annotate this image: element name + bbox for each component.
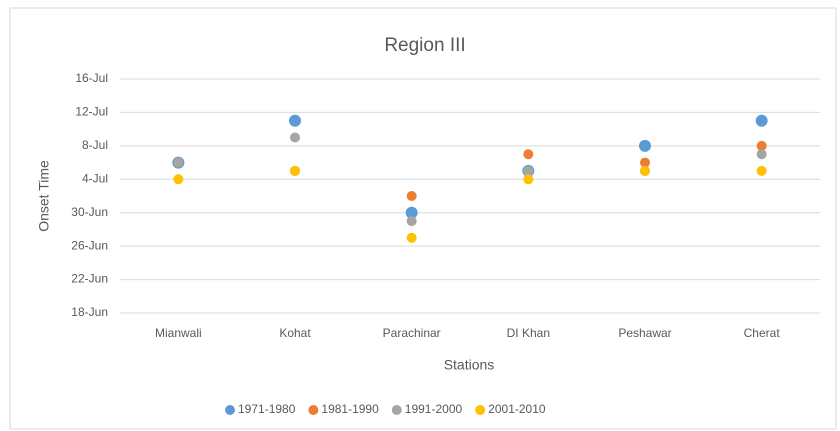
- point: [173, 174, 184, 185]
- legend-marker: [308, 405, 319, 415]
- point: [756, 165, 767, 176]
- y-tick-label: 16-Jul: [75, 71, 108, 85]
- x-axis-label: Stations: [444, 357, 495, 373]
- point: [639, 139, 651, 152]
- point: [290, 165, 300, 176]
- legend-marker: [225, 405, 235, 415]
- point: [523, 149, 534, 160]
- y-tick-label: 18-Jun: [71, 305, 108, 319]
- point: [523, 174, 534, 185]
- x-tick-label: Mianwali: [155, 326, 202, 340]
- x-tick-label: Kohat: [279, 326, 311, 340]
- point: [406, 216, 417, 227]
- legend-label: 2001-2010: [488, 402, 546, 416]
- legend-label: 1971-1980: [238, 402, 296, 416]
- legend-marker: [475, 405, 486, 415]
- x-tick-label: DI Khan: [507, 326, 550, 340]
- x-tick-label: Parachinar: [383, 326, 441, 340]
- y-tick-label: 26-Jun: [71, 238, 108, 252]
- y-tick-label: 12-Jul: [75, 105, 108, 119]
- y-axis-label: Onset Time: [36, 160, 52, 232]
- point: [523, 165, 534, 176]
- legend-label: 1991-2000: [405, 402, 463, 416]
- point: [755, 114, 768, 127]
- point: [640, 165, 650, 176]
- y-tick-label: 8-Jul: [82, 138, 108, 152]
- point: [756, 140, 767, 151]
- legend-label: 1981-1990: [321, 402, 379, 416]
- point: [756, 149, 767, 160]
- y-tick-label: 22-Jun: [71, 272, 108, 286]
- y-tick-label: 30-Jun: [71, 205, 108, 219]
- point: [640, 157, 650, 168]
- legend-marker: [391, 405, 402, 415]
- x-tick-label: Cherat: [744, 326, 781, 340]
- x-tick-label: Peshawar: [618, 326, 671, 340]
- point: [405, 206, 418, 219]
- point: [406, 232, 417, 243]
- point: [406, 191, 417, 201]
- point: [173, 157, 184, 168]
- chart-frame: [9, 7, 837, 430]
- point: [290, 132, 300, 143]
- chart-title: Region III: [384, 35, 465, 56]
- point: [289, 114, 301, 127]
- y-tick-label: 4-Jul: [82, 171, 108, 185]
